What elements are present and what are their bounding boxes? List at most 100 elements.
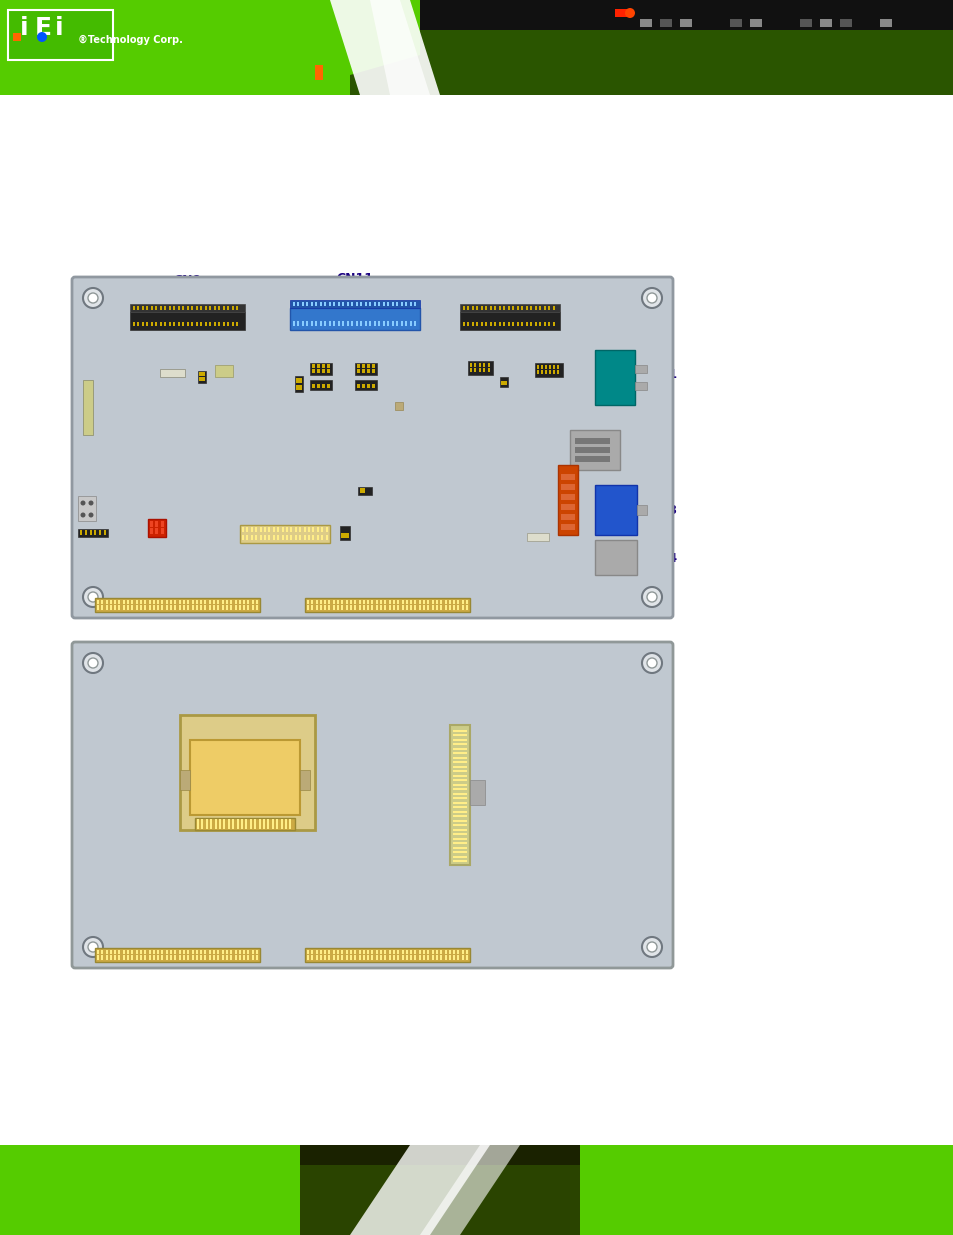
Bar — [97, 605, 99, 610]
Bar — [423, 600, 425, 604]
Bar — [280, 819, 282, 829]
Bar — [393, 605, 395, 610]
Bar — [470, 781, 484, 805]
Bar — [478, 368, 480, 372]
Bar — [410, 321, 412, 326]
Bar — [371, 600, 374, 604]
Bar — [132, 950, 133, 953]
Bar — [83, 380, 92, 435]
Bar — [322, 369, 325, 373]
Bar — [436, 605, 437, 610]
Bar — [135, 955, 137, 960]
Bar — [204, 605, 206, 610]
Text: CN19: CN19 — [533, 346, 564, 356]
Bar — [104, 530, 106, 535]
Text: CN1: CN1 — [79, 538, 107, 552]
Bar — [449, 950, 451, 953]
Bar — [127, 605, 129, 610]
Bar — [396, 600, 399, 604]
Bar — [187, 950, 189, 953]
Bar — [476, 322, 478, 326]
Bar — [178, 322, 180, 326]
Bar — [118, 955, 120, 960]
Bar — [214, 819, 216, 829]
Bar — [444, 600, 446, 604]
Bar — [453, 797, 467, 799]
Bar — [311, 955, 313, 960]
Text: CN26: CN26 — [484, 453, 519, 467]
Bar — [232, 306, 233, 310]
Bar — [307, 605, 309, 610]
Bar — [250, 819, 252, 829]
Bar — [355, 363, 376, 375]
Bar — [114, 955, 116, 960]
Bar — [440, 600, 442, 604]
Bar — [367, 369, 370, 373]
Bar — [232, 322, 233, 326]
Bar — [142, 306, 144, 310]
Bar — [453, 739, 467, 741]
Bar — [217, 950, 219, 953]
Bar — [303, 535, 305, 540]
Bar — [308, 535, 310, 540]
Bar — [253, 819, 256, 829]
Bar — [384, 605, 386, 610]
Bar — [553, 366, 555, 369]
Bar — [378, 321, 380, 326]
Bar — [286, 527, 288, 532]
Bar — [356, 364, 359, 368]
Bar — [358, 955, 360, 960]
Bar — [170, 605, 172, 610]
Bar — [178, 306, 180, 310]
Bar — [401, 955, 403, 960]
Bar — [106, 600, 108, 604]
Bar — [268, 527, 270, 532]
Circle shape — [80, 500, 86, 505]
Bar — [322, 364, 325, 368]
Bar — [236, 819, 238, 829]
Bar — [384, 955, 386, 960]
Bar — [226, 955, 228, 960]
Bar — [200, 306, 202, 310]
Bar — [200, 322, 202, 326]
Bar — [537, 370, 538, 374]
Bar — [328, 955, 330, 960]
Bar — [418, 605, 420, 610]
Bar — [255, 600, 258, 604]
Bar — [800, 19, 811, 27]
Bar — [379, 950, 382, 953]
Bar — [161, 600, 163, 604]
Bar — [276, 819, 278, 829]
Bar — [360, 321, 362, 326]
Bar — [453, 851, 467, 853]
Bar — [427, 950, 429, 953]
Bar — [247, 955, 250, 960]
Bar — [432, 950, 434, 953]
Text: CN18: CN18 — [464, 345, 495, 354]
Bar — [459, 312, 559, 330]
Bar — [230, 950, 233, 953]
Circle shape — [88, 658, 98, 668]
FancyBboxPatch shape — [71, 642, 672, 968]
Bar — [150, 529, 152, 534]
Bar — [285, 819, 287, 829]
Bar — [387, 321, 389, 326]
Bar — [432, 605, 434, 610]
Bar — [453, 806, 467, 808]
Bar — [351, 303, 354, 306]
Bar — [106, 950, 108, 953]
Bar — [312, 384, 314, 388]
Bar — [453, 829, 467, 830]
Bar — [548, 322, 550, 326]
Bar — [440, 955, 442, 960]
Bar — [213, 600, 214, 604]
Bar — [375, 955, 377, 960]
Bar — [333, 605, 335, 610]
Bar — [243, 605, 245, 610]
Bar — [213, 950, 214, 953]
Text: CN10: CN10 — [267, 505, 302, 517]
Bar — [453, 766, 467, 767]
Bar — [324, 321, 326, 326]
Bar — [374, 303, 375, 306]
Bar — [557, 370, 558, 374]
